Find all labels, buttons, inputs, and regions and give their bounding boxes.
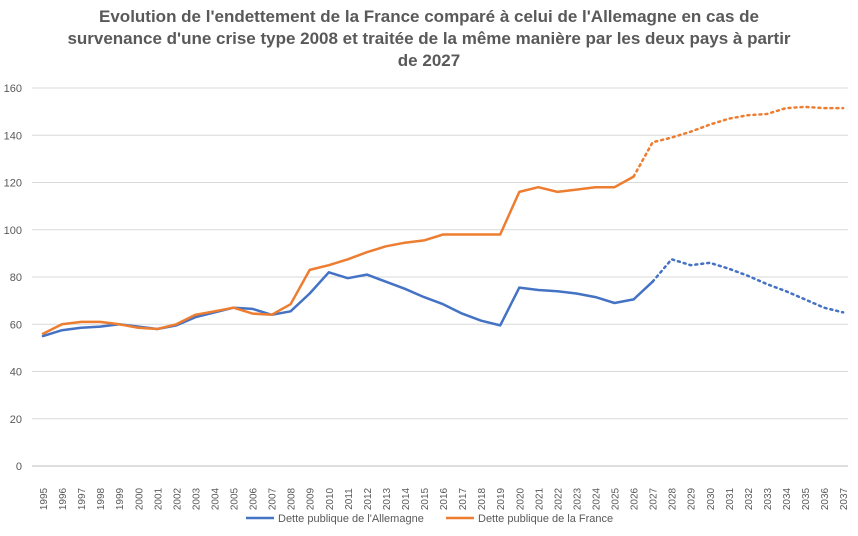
- x-tick-label: 2015: [420, 487, 431, 510]
- y-tick-label: 40: [10, 367, 22, 379]
- x-tick-label: 2004: [210, 487, 221, 510]
- x-tick-label: 2027: [649, 487, 660, 510]
- x-tick-label: 2019: [496, 487, 507, 510]
- x-tick-label: 2020: [515, 487, 526, 510]
- x-tick-label: 2003: [191, 487, 202, 510]
- x-tick-label: 2018: [477, 487, 488, 510]
- y-tick-label: 140: [4, 130, 22, 142]
- series-line-solid-1: [41, 175, 635, 335]
- x-tick-label: 2011: [344, 488, 355, 510]
- x-tick-label: 2025: [611, 487, 622, 510]
- x-tick-label: 2032: [744, 487, 755, 510]
- x-tick-label: 2034: [782, 487, 793, 510]
- x-tick-label: 2029: [687, 487, 698, 510]
- y-tick-label: 100: [4, 225, 22, 237]
- x-tick-label: 2022: [553, 487, 564, 510]
- x-tick-label: 1997: [77, 487, 88, 510]
- x-tick-label: 2012: [363, 487, 374, 510]
- x-tick-label: 2013: [382, 487, 393, 510]
- x-tick-label: 1995: [39, 487, 50, 510]
- x-tick-label: 2021: [534, 487, 545, 510]
- x-tick-label: 2028: [668, 487, 679, 510]
- series-line-projection-0: [651, 257, 845, 314]
- y-tick-label: 0: [16, 461, 22, 473]
- x-tick-label: 1996: [58, 487, 69, 510]
- x-tick-label: 2005: [230, 487, 241, 510]
- x-tick-label: 2036: [820, 487, 831, 510]
- y-axis-ticks: 0 20 40 60 80 100 120 140 160: [4, 83, 22, 473]
- x-tick-label: 2006: [249, 487, 260, 510]
- x-tick-label: 2002: [172, 487, 183, 510]
- legend-label-1: Dette publique de la France: [478, 513, 613, 525]
- x-tick-label: 2016: [439, 487, 450, 510]
- x-tick-label: 2007: [268, 487, 279, 510]
- grid-lines: [32, 87, 848, 467]
- x-axis-ticks: 1995 1996 1997 1998 1999 2000 2001 2002 2003 2004…: [39, 487, 850, 510]
- series-line-projection-1: [632, 105, 845, 178]
- x-tick-label: 2026: [630, 487, 641, 510]
- y-tick-label: 80: [10, 272, 22, 284]
- x-tick-label: 2017: [458, 487, 469, 510]
- x-tick-label: 2033: [763, 487, 774, 510]
- y-tick-label: 20: [10, 414, 22, 426]
- x-tick-label: 2001: [153, 487, 164, 510]
- x-tick-label: 2009: [306, 487, 317, 510]
- legend: Dette publique de l'Allemagne Dette publi…: [246, 513, 613, 525]
- x-tick-label: 1998: [96, 487, 107, 510]
- x-tick-label: 2035: [801, 487, 812, 510]
- x-tick-label: 2024: [591, 487, 602, 510]
- x-tick-label: 2014: [401, 487, 412, 510]
- x-tick-label: 2008: [287, 487, 298, 510]
- y-tick-label: 60: [10, 319, 22, 331]
- x-tick-label: 2010: [325, 487, 336, 510]
- legend-label-0: Dette publique de l'Allemagne: [278, 513, 424, 525]
- series-lines: [41, 105, 845, 338]
- x-tick-label: 1999: [115, 487, 126, 510]
- y-tick-label: 160: [4, 83, 22, 95]
- x-tick-label: 2037: [839, 487, 850, 510]
- chart-title: Evolution de l'endettement de la France …: [67, 7, 791, 70]
- y-tick-label: 120: [4, 178, 22, 190]
- x-tick-label: 2030: [706, 487, 717, 510]
- x-tick-label: 2023: [572, 487, 583, 510]
- x-tick-label: 2031: [725, 487, 736, 510]
- x-tick-label: 2000: [134, 487, 145, 510]
